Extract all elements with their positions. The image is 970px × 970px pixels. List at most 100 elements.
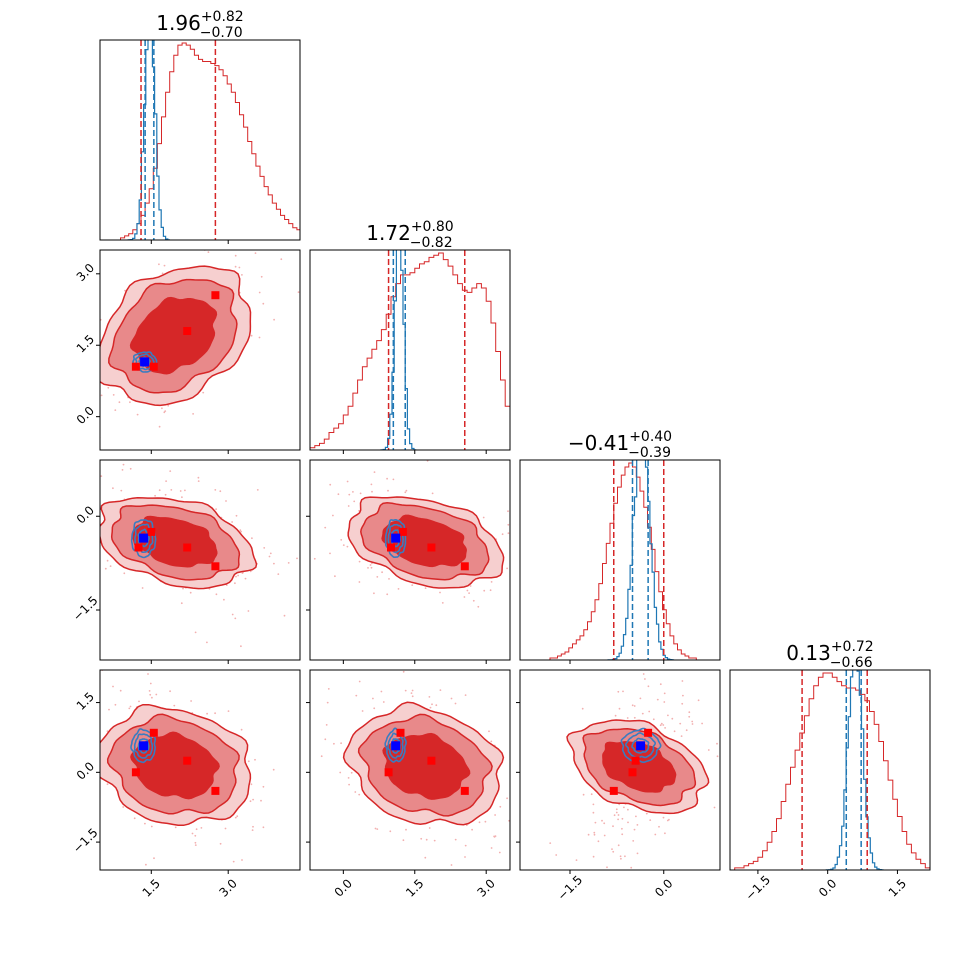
scatter-dot — [138, 700, 140, 703]
scatter-dot — [283, 614, 286, 617]
diagonal-frame-0 — [99, 39, 301, 241]
scatter-dot — [499, 805, 502, 808]
title-3-plus: +0.72 — [831, 639, 874, 655]
title-3: 0.13+0.72 −0.66 — [786, 639, 873, 671]
scatter-dot — [112, 685, 114, 688]
scatter-dot — [332, 514, 334, 517]
scatter-dot — [272, 768, 275, 771]
scatter-dot — [149, 693, 152, 696]
scatter-dot — [296, 557, 298, 560]
blue-contour-2 — [130, 728, 156, 764]
scatter-dot — [468, 592, 470, 594]
scatter-dot — [129, 467, 132, 470]
scatter-dot — [174, 826, 177, 829]
scatter-dot — [466, 589, 469, 592]
scatter-dot — [688, 715, 691, 718]
scatter-dot — [488, 730, 490, 733]
scatter-dot — [410, 692, 413, 694]
scatter-dot — [128, 707, 131, 710]
blue-contour-1 — [134, 523, 154, 553]
scatter-panel-inner-2-1 — [313, 460, 510, 608]
scatter-dot — [254, 252, 257, 255]
scatter-dot — [150, 825, 153, 828]
scatter-panel-inner-3-2 — [549, 673, 719, 869]
scatter-dot — [194, 631, 197, 634]
scatter-dot — [463, 596, 466, 598]
scatter-dot — [123, 572, 126, 575]
scatter-dot — [620, 857, 622, 860]
scatter-dot — [262, 785, 265, 788]
scatter-dot — [370, 566, 373, 569]
scatter-dot — [133, 817, 136, 820]
blue-contour-2 — [130, 519, 157, 559]
scatter-dot — [207, 251, 210, 254]
scatter-dot — [549, 842, 552, 844]
scatter-dot — [342, 544, 345, 546]
scatter-dot — [240, 645, 242, 648]
scatter-dot — [149, 682, 152, 685]
scatter-dot — [618, 707, 621, 710]
scatter-frame-2-1 — [309, 459, 511, 661]
scatter-dot — [124, 289, 126, 292]
scatter-dot — [206, 641, 208, 644]
red-marker-1 — [628, 768, 637, 777]
scatter-dot — [334, 575, 336, 578]
scatter-dot — [380, 690, 383, 693]
scatter-dot — [489, 589, 492, 592]
title-0: 1.96+0.82 −0.70 — [156, 9, 243, 41]
scatter-dot — [382, 701, 385, 703]
scatter-dot — [450, 864, 453, 866]
scatter-dot — [673, 730, 676, 733]
scatter-dot — [194, 834, 197, 837]
scatter-dot — [660, 722, 663, 725]
titles-layer: 1.96+0.82 −0.70 1.72+0.80 −0.82 −0.41+0.40… — [156, 9, 873, 671]
scatter-dot — [112, 394, 115, 396]
title-1-minus: −0.82 — [410, 235, 453, 251]
red-marker-0 — [384, 768, 393, 777]
scatter-frame-3-2 — [519, 669, 721, 871]
red-marker-2 — [183, 543, 192, 552]
scatter-panel-1-0 — [99, 249, 301, 451]
scatter-dot — [428, 696, 431, 698]
scatter-dot — [106, 783, 109, 786]
scatter-dot — [681, 702, 684, 705]
scatter-dot — [601, 819, 603, 822]
scatter-dot — [639, 697, 642, 700]
scatter-dot — [225, 500, 227, 502]
scatter-dot — [494, 814, 496, 816]
scatter-dot — [411, 695, 414, 698]
title-1-plus: +0.80 — [411, 219, 454, 235]
scatter-dot — [411, 689, 414, 692]
scatter-dot — [367, 567, 369, 569]
scatter-dot — [387, 489, 389, 492]
scatter-dot — [262, 826, 265, 829]
scatter-dot — [224, 827, 227, 830]
scatter-dot — [287, 562, 290, 564]
scatter-dot — [339, 771, 342, 774]
scatter-dot — [464, 694, 467, 696]
scatter-dot — [490, 581, 493, 583]
diagonal-frame-1 — [309, 249, 511, 451]
scatter-dot — [191, 832, 194, 835]
scatter-dot — [555, 854, 558, 856]
scatter-dot — [612, 850, 615, 853]
scatter-dot — [151, 696, 153, 699]
title-0-plus: +0.82 — [201, 9, 244, 25]
scatter-dot — [575, 859, 578, 861]
scatter-dot — [688, 711, 691, 714]
scatter-dot — [614, 714, 617, 717]
scatter-dot — [235, 514, 238, 517]
scatter-dot — [180, 602, 183, 605]
scatter-dot — [129, 401, 131, 404]
red-contour-level-2 — [602, 741, 677, 793]
scatter-dot — [493, 836, 496, 838]
red-marker-2 — [183, 327, 192, 335]
scatter-dot — [716, 755, 719, 758]
scatter-dot — [153, 857, 155, 860]
scatter-dot — [192, 413, 195, 415]
scatter-dot — [184, 489, 186, 492]
scatter-dot — [441, 602, 444, 604]
scatter-dot — [297, 291, 300, 293]
red-marker-0 — [131, 362, 140, 371]
